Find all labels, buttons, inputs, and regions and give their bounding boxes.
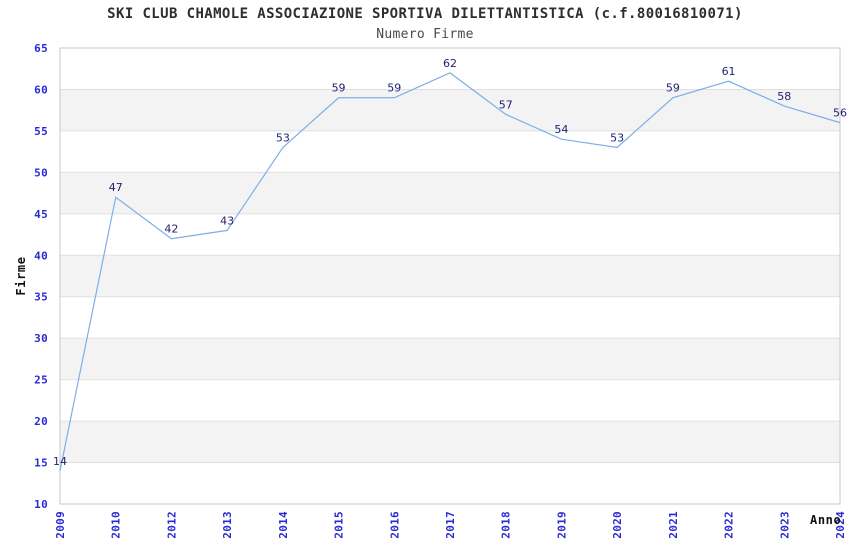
x-tick-label: 2013 [221, 511, 234, 539]
x-tick-label: 2012 [165, 511, 178, 539]
x-tick-label: 2009 [54, 511, 67, 539]
plot-band [60, 421, 840, 463]
y-tick-label: 40 [34, 249, 48, 262]
y-tick-label: 60 [34, 83, 48, 96]
data-label: 42 [164, 223, 178, 236]
data-label: 59 [332, 82, 346, 95]
y-tick-label: 25 [34, 374, 48, 387]
data-label: 43 [220, 214, 234, 227]
data-label: 57 [499, 98, 513, 111]
data-label: 54 [554, 123, 568, 136]
plot-band [60, 172, 840, 214]
data-label: 61 [722, 65, 736, 78]
plot-band [60, 89, 840, 131]
plot-band [60, 255, 840, 297]
x-tick-label: 2015 [333, 511, 346, 539]
data-label: 47 [109, 181, 123, 194]
data-label: 14 [53, 455, 67, 468]
x-tick-label: 2020 [611, 511, 624, 539]
y-axis-title: Firme [14, 256, 28, 295]
y-tick-label: 35 [34, 291, 48, 304]
data-label: 58 [777, 90, 791, 103]
data-label: 56 [833, 107, 847, 120]
x-tick-label: 2021 [667, 511, 680, 539]
y-tick-label: 15 [34, 457, 48, 470]
y-tick-label: 45 [34, 208, 48, 221]
x-tick-label: 2024 [834, 511, 847, 539]
x-tick-label: 2016 [388, 511, 401, 539]
data-label: 62 [443, 57, 457, 70]
y-tick-label: 65 [34, 42, 48, 55]
y-tick-label: 20 [34, 415, 48, 428]
y-tick-label: 50 [34, 166, 48, 179]
data-label: 59 [666, 82, 680, 95]
y-tick-label: 30 [34, 332, 48, 345]
x-tick-label: 2017 [444, 511, 457, 539]
chart-title: SKI CLUB CHAMOLE ASSOCIAZIONE SPORTIVA D… [107, 6, 743, 22]
x-tick-label: 2022 [723, 511, 736, 539]
plot-band [60, 338, 840, 380]
y-tick-label: 55 [34, 125, 48, 138]
chart-subtitle: Numero Firme [376, 27, 474, 42]
y-tick-label: 10 [34, 498, 48, 511]
x-tick-label: 2018 [500, 511, 513, 539]
x-axis-title: Anno [810, 513, 841, 527]
x-tick-label: 2019 [555, 511, 568, 539]
series-line [59, 72, 841, 471]
data-label: 53 [610, 131, 624, 144]
plot-border [59, 47, 841, 505]
data-label: 59 [387, 82, 401, 95]
data-label: 53 [276, 131, 290, 144]
x-tick-label: 2014 [277, 511, 290, 539]
x-tick-label: 2010 [110, 511, 123, 539]
x-tick-label: 2023 [778, 511, 791, 539]
